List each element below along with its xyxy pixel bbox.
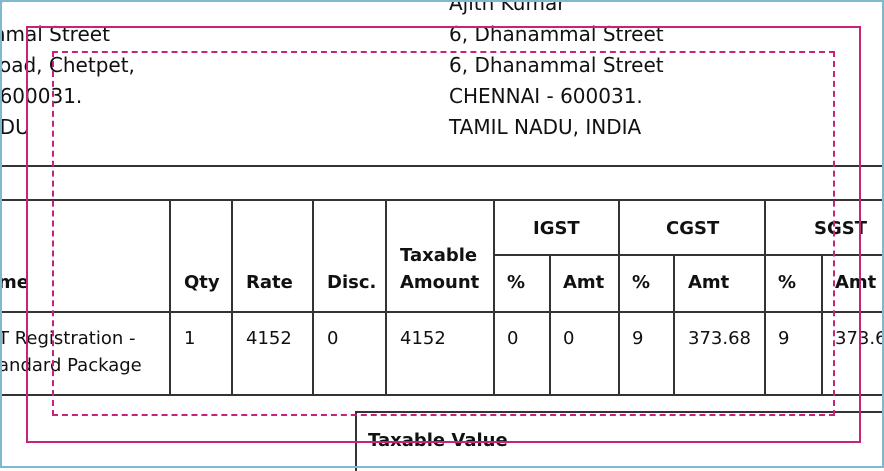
header-igst: IGST bbox=[533, 218, 580, 239]
column-divider bbox=[312, 199, 314, 395]
row-item-name-line1: T Registration - bbox=[0, 328, 136, 349]
column-divider bbox=[493, 199, 495, 395]
header-igst-amt: Amt bbox=[563, 272, 605, 293]
header-taxable-line2: Amount bbox=[400, 272, 480, 293]
ship-to-line: Ajith Kumar bbox=[449, 0, 566, 15]
header-sgst-amt: Amt bbox=[835, 272, 877, 293]
summary-top-border bbox=[355, 411, 884, 413]
row-igst-amt: 0 bbox=[563, 328, 575, 349]
column-divider bbox=[764, 199, 766, 395]
row-taxable-amount: 4152 bbox=[400, 328, 446, 349]
column-divider bbox=[385, 199, 387, 395]
ship-to-line: CHENNAI - 600031. bbox=[449, 84, 643, 108]
bill-to-line: mmal Street bbox=[0, 22, 110, 46]
column-divider bbox=[169, 199, 171, 395]
header-sgst-pct: % bbox=[778, 272, 797, 293]
row-cgst-pct: 9 bbox=[632, 328, 644, 349]
row-item-name-line2: andard Package bbox=[0, 355, 142, 376]
header-sgst: SGST bbox=[814, 218, 867, 239]
bill-to-address: ar mmal Street Road, Chetpet, - 600031. … bbox=[0, 0, 135, 143]
header-bottom-border bbox=[0, 311, 884, 313]
row-disc: 0 bbox=[327, 328, 339, 349]
bill-to-line: Road, Chetpet, bbox=[0, 53, 135, 77]
header-disc: Disc. bbox=[327, 272, 377, 293]
ship-to-line: 6, Dhanammal Street bbox=[449, 22, 664, 46]
column-divider bbox=[618, 199, 620, 395]
header-igst-pct: % bbox=[507, 272, 526, 293]
summary-left-border bbox=[355, 411, 357, 471]
row-sgst-amt: 373.6 bbox=[835, 328, 884, 349]
header-item-name: me bbox=[0, 272, 29, 293]
row-rate: 4152 bbox=[246, 328, 292, 349]
bill-to-line: - 600031. bbox=[0, 84, 83, 108]
divider bbox=[0, 165, 884, 167]
ship-to-line: 6, Dhanammal Street bbox=[449, 53, 664, 77]
column-divider bbox=[549, 254, 551, 395]
column-divider bbox=[821, 254, 823, 395]
header-cgst-amt: Amt bbox=[688, 272, 730, 293]
header-qty: Qty bbox=[184, 272, 220, 293]
tax-subheader-border bbox=[493, 254, 884, 256]
bill-to-line: ADU bbox=[0, 115, 30, 139]
row-cgst-amt: 373.68 bbox=[688, 328, 751, 349]
table-bottom-border bbox=[0, 394, 884, 396]
selection-box bbox=[26, 26, 861, 443]
column-divider bbox=[231, 199, 233, 395]
header-taxable-line1: Taxable bbox=[400, 245, 478, 266]
column-divider bbox=[673, 254, 675, 395]
table-top-border bbox=[0, 199, 884, 201]
header-rate: Rate bbox=[246, 272, 293, 293]
row-sgst-pct: 9 bbox=[778, 328, 790, 349]
header-cgst-pct: % bbox=[632, 272, 651, 293]
header-cgst: CGST bbox=[666, 218, 720, 239]
row-igst-pct: 0 bbox=[507, 328, 519, 349]
ship-to-line: TAMIL NADU, INDIA bbox=[449, 115, 642, 139]
row-qty: 1 bbox=[184, 328, 196, 349]
ship-to-address: Ajith Kumar 6, Dhanammal Street 6, Dhana… bbox=[449, 0, 664, 143]
taxable-value-label: Taxable Value bbox=[368, 430, 508, 451]
bill-to-line: ar bbox=[0, 0, 7, 15]
